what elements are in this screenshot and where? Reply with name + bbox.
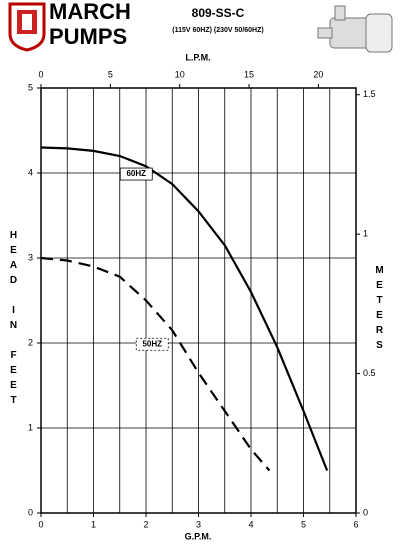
x-tick-label: 4 (248, 519, 253, 529)
y2-tick-label: 0 (363, 507, 368, 517)
x-tick-label: 5 (301, 519, 306, 529)
x2-tick-label: 15 (244, 69, 254, 79)
series-label-box (119, 167, 153, 181)
y-tick-label: 0 (28, 507, 33, 517)
y-tick-label: 4 (28, 167, 33, 177)
x-tick-label: 3 (196, 519, 201, 529)
series-label: 60HZ (126, 169, 146, 178)
x-tick-label: 6 (353, 519, 358, 529)
x2-label: L.P.M. (185, 52, 210, 62)
brand-top: MARCH (49, 0, 131, 24)
x-label: G.P.M. (185, 531, 212, 541)
series-label-box (135, 337, 169, 351)
y2-tick-label: 0.5 (363, 368, 376, 378)
y-label: HEAD IN FEET (8, 230, 19, 410)
y-tick-label: 1 (28, 422, 33, 432)
x2-tick-label: 0 (38, 69, 43, 79)
y-tick-label: 2 (28, 337, 33, 347)
y-tick-label: 5 (28, 82, 33, 92)
y-tick-label: 3 (28, 252, 33, 262)
x2-tick-label: 20 (313, 69, 323, 79)
series-label: 50HZ (142, 339, 162, 348)
y2-tick-label: 1.5 (363, 89, 376, 99)
x2-tick-label: 5 (108, 69, 113, 79)
x2-tick-label: 10 (175, 69, 185, 79)
curve (40, 146, 329, 471)
curve (40, 256, 271, 472)
chart-subtitle: (115V 60HZ) (230V 50/60HZ) (172, 27, 263, 34)
x-tick-label: 2 (143, 519, 148, 529)
pump-image (317, 5, 393, 53)
logo-icon (8, 2, 46, 52)
x-tick-label: 0 (38, 519, 43, 529)
chart-title: 809-SS-C (192, 6, 245, 20)
y2-tick-label: 1 (363, 229, 368, 239)
brand-bottom: PUMPS (49, 24, 127, 49)
x-tick-label: 1 (91, 519, 96, 529)
y2-label: METERS (374, 265, 385, 355)
